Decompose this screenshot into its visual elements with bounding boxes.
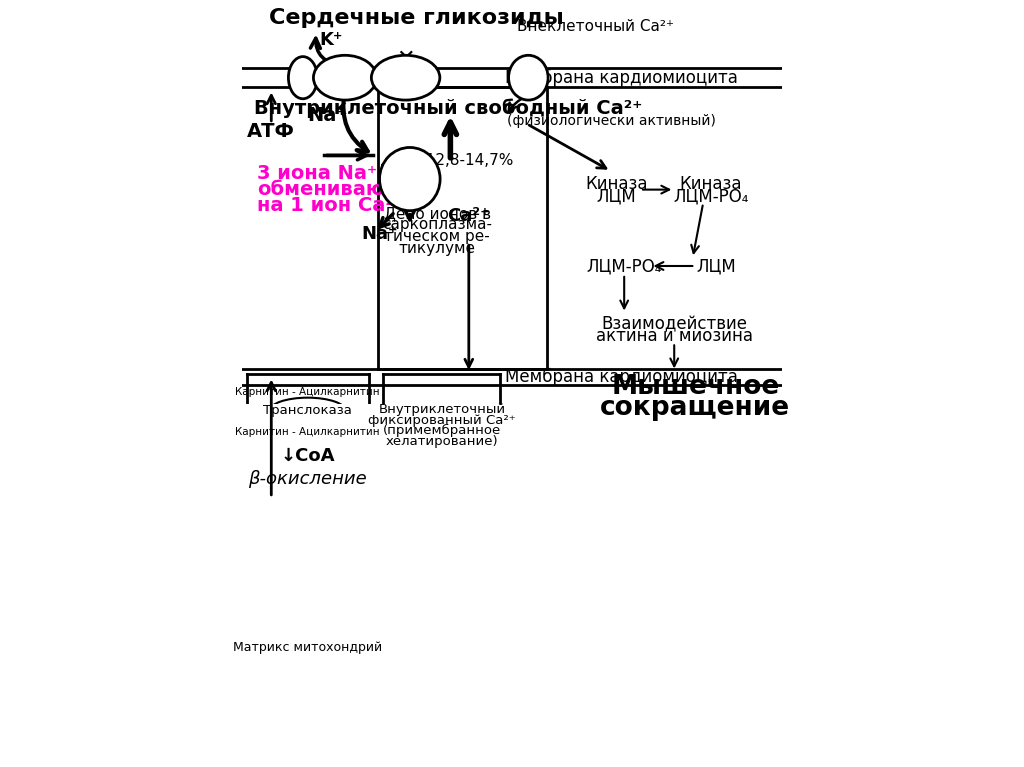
Text: Мышечное: Мышечное <box>611 374 779 400</box>
Text: Мембрана кардиомиоцита: Мембрана кардиомиоцита <box>505 367 738 386</box>
Ellipse shape <box>509 55 548 100</box>
Text: ЛЦМ: ЛЦМ <box>696 257 736 275</box>
Text: сокращение: сокращение <box>600 395 791 421</box>
Text: Na⁺, Ca²⁺-: Na⁺, Ca²⁺- <box>380 163 440 176</box>
Text: ✕: ✕ <box>396 49 415 69</box>
Text: насос: насос <box>392 175 427 188</box>
Text: тикулуме: тикулуме <box>398 241 476 255</box>
Text: хелатирование): хелатирование) <box>386 435 499 448</box>
Text: фиксированный Ca²⁺: фиксированный Ca²⁺ <box>369 413 516 426</box>
Ellipse shape <box>289 57 317 99</box>
Text: АТФаза: АТФаза <box>381 74 430 87</box>
Text: Мембрана кардиомиоцита: Мембрана кардиомиоцита <box>505 68 738 87</box>
Text: насос: насос <box>327 77 364 90</box>
Text: тическом ре-: тическом ре- <box>384 229 490 244</box>
Text: (физиологически активный): (физиологически активный) <box>507 114 716 128</box>
Text: Карнитин - Ацилкарнитин: Карнитин - Ацилкарнитин <box>236 427 380 437</box>
Text: Ca²⁺: Ca²⁺ <box>514 65 543 78</box>
Text: Na⁺K⁺-: Na⁺K⁺- <box>384 64 427 77</box>
Text: канал: канал <box>509 77 548 90</box>
Text: Карнитин - Ацилкарнитин: Карнитин - Ацилкарнитин <box>236 387 380 397</box>
Text: Внутриклеточный: Внутриклеточный <box>379 403 506 416</box>
Text: ↓CoA: ↓CoA <box>281 446 335 465</box>
Text: Ca²⁺: Ca²⁺ <box>447 207 490 225</box>
Ellipse shape <box>313 55 377 100</box>
Text: Депо ионов в: Депо ионов в <box>384 206 490 221</box>
Text: Взаимодействие: Взаимодействие <box>601 315 748 333</box>
Text: β-окисление: β-окисление <box>248 470 367 489</box>
Text: Киназа: Киназа <box>680 176 742 193</box>
Text: Внутриклеточный свободный Ca²⁺: Внутриклеточный свободный Ca²⁺ <box>254 98 642 118</box>
Text: Na⁺: Na⁺ <box>307 107 346 125</box>
Text: ЛЦМ: ЛЦМ <box>596 187 636 206</box>
Text: +12,8-14,7%: +12,8-14,7% <box>414 153 514 168</box>
Text: АТФ: АТФ <box>248 122 295 141</box>
Text: актина и миозина: актина и миозина <box>596 327 753 345</box>
Text: саркоплазма-: саркоплазма- <box>382 217 493 232</box>
Ellipse shape <box>372 55 440 100</box>
Text: Сердечные гликозиды: Сердечные гликозиды <box>268 8 563 28</box>
Text: Транслоказа: Транслоказа <box>263 404 352 417</box>
Text: K⁺: K⁺ <box>319 31 343 48</box>
Text: на 1 ион Ca²⁺: на 1 ион Ca²⁺ <box>257 196 404 215</box>
Text: Na⁺: Na⁺ <box>360 225 397 243</box>
Text: 3 иона Na⁺: 3 иона Na⁺ <box>257 164 377 183</box>
Text: Na⁺, K⁺: Na⁺, K⁺ <box>322 65 369 78</box>
Ellipse shape <box>269 397 346 424</box>
Ellipse shape <box>380 147 440 211</box>
Text: Матрикс митохондрий: Матрикс митохондрий <box>233 641 382 654</box>
Text: ЛЦМ-РО₄: ЛЦМ-РО₄ <box>674 187 749 206</box>
Text: Киназа: Киназа <box>585 176 647 193</box>
Text: обмениваются: обмениваются <box>257 180 420 199</box>
Text: ЛЦМ-РО₄: ЛЦМ-РО₄ <box>587 257 662 275</box>
Text: Внеклеточный Ca²⁺: Внеклеточный Ca²⁺ <box>517 19 674 34</box>
Text: (примембранное: (примембранное <box>383 424 501 437</box>
